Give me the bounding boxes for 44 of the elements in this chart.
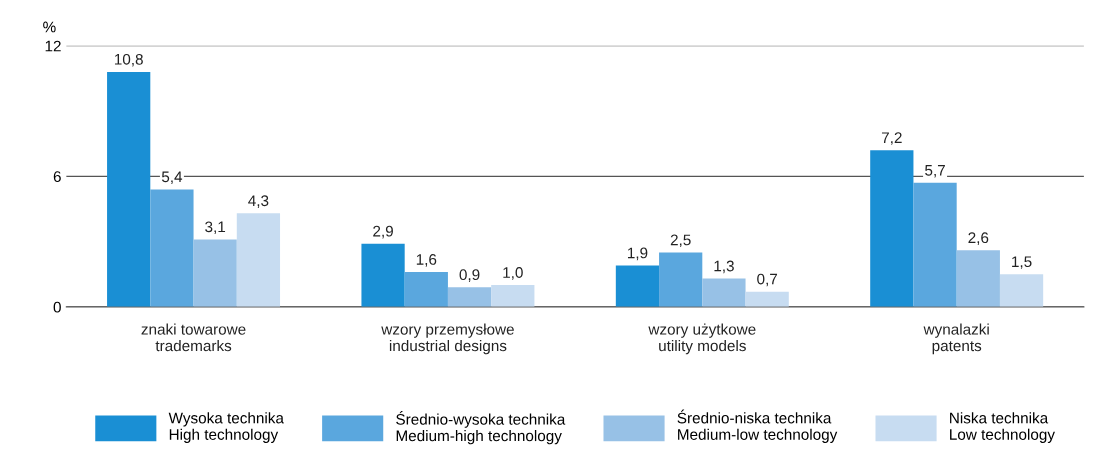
- bar: [913, 182, 957, 307]
- x-tick-label: znaki towarowe trademarks: [141, 323, 246, 352]
- data-label: 1,0: [503, 267, 523, 280]
- bar: [745, 291, 789, 307]
- data-label: 0,7: [757, 273, 778, 287]
- bar: [956, 250, 1000, 307]
- bar: [491, 285, 535, 307]
- bar: [702, 278, 746, 307]
- x-tick-label: wzory przemysłowe industrial designs: [381, 323, 514, 355]
- bar: [150, 189, 194, 307]
- bar: [404, 272, 448, 307]
- data-label: 10,8: [114, 53, 143, 67]
- legend-label: Wysoka technika High technology: [168, 412, 284, 443]
- bar: [615, 265, 660, 307]
- data-label: 2,6: [968, 232, 989, 245]
- x-tick-label: wynalazki patents: [923, 323, 989, 355]
- y-tick-label: 12: [45, 40, 61, 52]
- legend-label: Średnio-wysoka technika Medium-high technology: [396, 410, 566, 445]
- y-tick-label: 0: [53, 301, 61, 313]
- data-label: 2,5: [670, 234, 691, 248]
- bar: [659, 252, 703, 307]
- data-label: 1,3: [714, 260, 734, 274]
- x-tick-label: wzory użytkowe utility models: [648, 323, 756, 355]
- data-label: 1,5: [1012, 256, 1032, 269]
- data-label: 5,7: [925, 165, 945, 178]
- bar: [447, 287, 492, 307]
- data-label: 4,3: [248, 195, 269, 208]
- data-label: 7,2: [881, 132, 902, 145]
- data-label: 2,9: [373, 225, 393, 239]
- y-axis-title: %: [43, 21, 56, 33]
- legend-label: Niska technika Low technology: [950, 412, 1055, 443]
- bar: [870, 150, 914, 307]
- bar: [236, 213, 281, 307]
- y-tick-label: 6: [53, 171, 61, 183]
- data-label: 1,9: [627, 247, 648, 261]
- data-label: 1,6: [416, 254, 437, 267]
- data-label: 0,9: [459, 269, 480, 282]
- bar: [107, 71, 151, 307]
- data-label: 5,4: [161, 171, 183, 184]
- legend-label: Średnio-niska technika Medium-low technology: [677, 409, 838, 443]
- bar: [361, 243, 405, 307]
- data-label: 3,1: [205, 221, 226, 235]
- bar: [193, 239, 237, 307]
- bar: [999, 274, 1044, 307]
